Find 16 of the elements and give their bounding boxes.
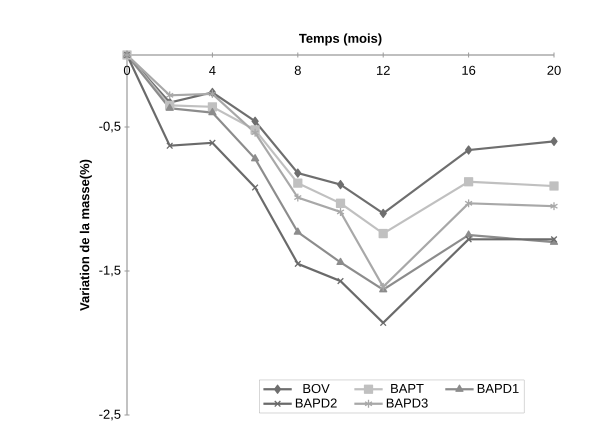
x-tick-label: 16 bbox=[462, 66, 476, 75]
legend-label: BAPD2 bbox=[296, 398, 337, 408]
legend-label: BOV bbox=[303, 384, 330, 394]
y-tick-label: -0,5 bbox=[99, 122, 120, 132]
legend-label: BAPD3 bbox=[386, 398, 428, 408]
y-tick-label: -2,5 bbox=[99, 410, 120, 420]
legend-label: BAPD1 bbox=[478, 384, 519, 393]
x-tick-label: 0 bbox=[124, 66, 130, 75]
legend-label: BAPT bbox=[391, 384, 424, 393]
y-tick-label: -1,5 bbox=[99, 266, 120, 276]
x-tick-label: 12 bbox=[376, 66, 390, 75]
x-tick-label: 20 bbox=[547, 66, 561, 75]
y-axis-title: Variation de la masse(%) bbox=[80, 160, 92, 311]
x-tick-label: 8 bbox=[294, 66, 301, 75]
x-axis-title: Temps (mois) bbox=[299, 33, 382, 46]
x-tick-label: 4 bbox=[209, 66, 216, 75]
